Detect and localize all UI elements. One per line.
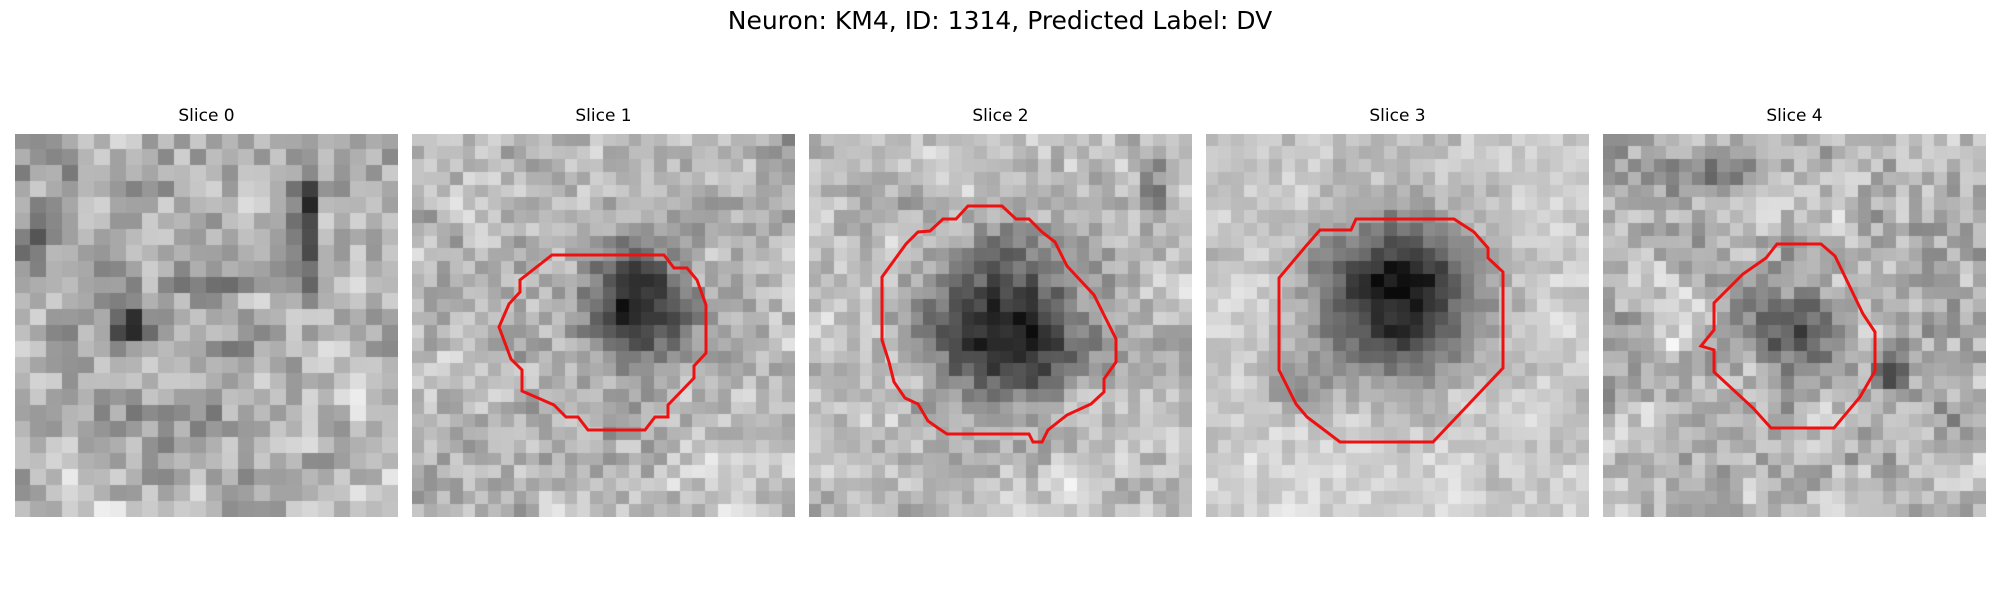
slice-title: Slice 0 — [178, 106, 235, 126]
segmentation-contour — [497, 253, 708, 432]
slice-image-0 — [15, 134, 398, 517]
slice-title: Slice 2 — [972, 106, 1029, 126]
slice-image-2 — [809, 134, 1192, 517]
slice-title: Slice 3 — [1369, 106, 1426, 126]
figure-title: Neuron: KM4, ID: 1314, Predicted Label: … — [727, 6, 1273, 35]
slice-image-4 — [1603, 134, 1986, 517]
contour-overlay-1 — [497, 253, 708, 432]
slice-title: Slice 4 — [1766, 106, 1823, 126]
slice-image-3 — [1206, 134, 1589, 517]
contour-overlay-3 — [1277, 217, 1505, 444]
slice-title: Slice 1 — [575, 106, 632, 126]
segmentation-contour — [880, 204, 1118, 444]
contour-overlay-4 — [1698, 242, 1877, 430]
segmentation-contour — [1277, 217, 1505, 444]
segmentation-contour — [1698, 242, 1877, 430]
contour-overlay-2 — [880, 204, 1118, 444]
slice-image-1 — [412, 134, 795, 517]
